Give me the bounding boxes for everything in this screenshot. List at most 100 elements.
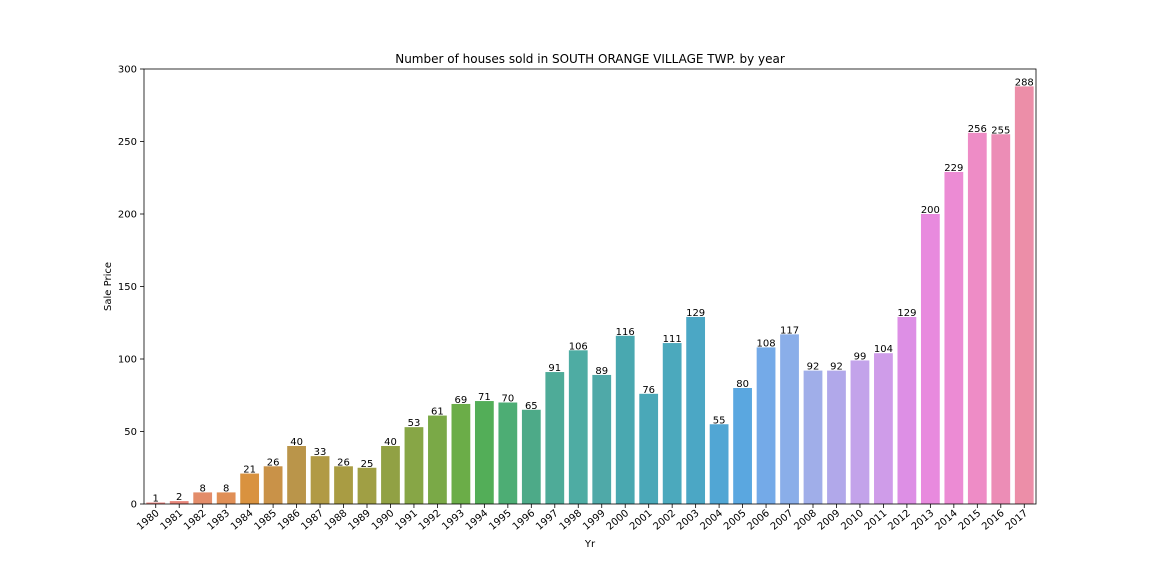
- bar-1984: [240, 473, 260, 504]
- data-label-2010: 99: [854, 351, 867, 362]
- x-tick-label-1981: 1981: [159, 508, 186, 533]
- bar-1994: [474, 401, 494, 504]
- y-tick-label-50: 50: [124, 427, 137, 438]
- y-axis: 0 50 100 150 200 250 300: [118, 65, 144, 511]
- x-tick-label-1985: 1985: [252, 508, 279, 533]
- x-tick-label-1994: 1994: [464, 508, 491, 533]
- y-tick-label-100: 100: [118, 355, 137, 366]
- data-label-2003: 129: [686, 308, 705, 319]
- x-tick-label-1986: 1986: [276, 508, 303, 533]
- x-tick-label-1983: 1983: [206, 508, 233, 533]
- bar-2002: [662, 343, 682, 504]
- y-tick-label-250: 250: [118, 137, 137, 148]
- y-tick-label-150: 150: [118, 282, 137, 293]
- bar-2016: [991, 134, 1011, 504]
- x-tick-label-2008: 2008: [792, 508, 819, 533]
- data-label-1996: 65: [525, 401, 538, 412]
- data-label-2015: 256: [968, 124, 987, 135]
- bar-2008: [803, 370, 823, 504]
- x-tick-label-2001: 2001: [628, 508, 655, 533]
- x-tick-label-2003: 2003: [675, 508, 702, 533]
- x-tick-label-1987: 1987: [299, 508, 326, 533]
- data-label-2002: 111: [663, 334, 682, 345]
- bar-1991: [404, 427, 424, 504]
- data-label-1994: 71: [478, 392, 491, 403]
- data-label-1988: 26: [337, 457, 350, 468]
- bar-1998: [568, 350, 588, 504]
- x-tick-label-2011: 2011: [863, 508, 890, 533]
- x-tick-label-2000: 2000: [605, 508, 632, 533]
- data-label-2005: 80: [736, 379, 749, 390]
- data-label-1982: 8: [199, 483, 205, 494]
- x-tick-label-2010: 2010: [839, 508, 866, 533]
- bar-1980: [146, 502, 166, 504]
- bar-1982: [193, 492, 213, 504]
- bar-2009: [827, 370, 846, 504]
- bar-1989: [357, 467, 377, 504]
- x-tick-label-1993: 1993: [440, 508, 467, 533]
- x-axis: 1980198119821983198419851986198719881989…: [135, 504, 1030, 533]
- x-tick-label-1996: 1996: [511, 508, 538, 533]
- bar-1985: [263, 466, 283, 504]
- x-tick-label-2014: 2014: [933, 508, 960, 533]
- y-tick-label-0: 0: [131, 500, 137, 511]
- x-tick-label-2013: 2013: [910, 508, 937, 533]
- bar-2011: [874, 353, 893, 504]
- x-tick-label-2005: 2005: [722, 508, 749, 533]
- data-label-2004: 55: [713, 415, 726, 426]
- data-label-1995: 70: [501, 394, 514, 405]
- bar-1981: [169, 501, 189, 504]
- x-tick-label-2012: 2012: [886, 508, 913, 533]
- x-tick-label-1997: 1997: [534, 508, 561, 533]
- bar-2001: [639, 393, 659, 504]
- bar-2006: [756, 347, 776, 504]
- data-label-1993: 69: [455, 395, 468, 406]
- data-label-2013: 200: [921, 205, 940, 216]
- data-label-1989: 25: [361, 459, 374, 470]
- x-tick-label-2007: 2007: [769, 508, 796, 533]
- data-label-1984: 21: [243, 465, 256, 476]
- data-label-1987: 33: [314, 447, 327, 458]
- data-label-1997: 91: [548, 363, 561, 374]
- x-tick-label-1984: 1984: [229, 508, 256, 533]
- bar-1996: [521, 409, 541, 504]
- data-label-1981: 2: [176, 492, 182, 503]
- x-tick-label-1999: 1999: [581, 508, 608, 533]
- plot-frame: [143, 68, 1037, 505]
- bar-2005: [733, 388, 752, 504]
- data-label-1983: 8: [223, 483, 229, 494]
- bar-2012: [897, 316, 917, 504]
- data-label-1992: 61: [431, 407, 444, 418]
- bar-1993: [451, 403, 471, 504]
- data-label-2007: 117: [780, 325, 799, 336]
- bar-1986: [287, 446, 306, 504]
- bar-1997: [545, 372, 565, 504]
- bar-2013: [920, 214, 940, 504]
- bar-2015: [967, 132, 987, 505]
- x-tick-label-1995: 1995: [487, 508, 514, 533]
- data-label-1990: 40: [384, 437, 397, 448]
- bars-group: [146, 86, 1034, 505]
- bar-1995: [498, 402, 518, 504]
- data-label-2012: 129: [897, 308, 916, 319]
- bar-2004: [709, 424, 729, 504]
- bar-2014: [944, 171, 964, 504]
- x-tick-label-1988: 1988: [323, 508, 350, 533]
- bar-2010: [850, 360, 870, 504]
- x-tick-label-1991: 1991: [393, 508, 420, 533]
- x-tick-label-1998: 1998: [558, 508, 585, 533]
- y-axis-label: Sale Price: [103, 262, 114, 311]
- bar-1988: [334, 466, 353, 504]
- x-tick-label-2017: 2017: [1004, 508, 1031, 533]
- data-label-2016: 255: [991, 125, 1010, 136]
- data-label-2001: 76: [642, 385, 655, 396]
- data-label-2009: 92: [830, 362, 843, 373]
- y-tick-label-200: 200: [118, 210, 137, 221]
- data-label-2008: 92: [807, 362, 820, 373]
- x-tick-label-2016: 2016: [980, 508, 1007, 533]
- data-label-1991: 53: [408, 418, 421, 429]
- data-label-1998: 106: [569, 341, 588, 352]
- x-tick-label-1980: 1980: [135, 508, 162, 533]
- x-tick-label-2015: 2015: [957, 508, 984, 533]
